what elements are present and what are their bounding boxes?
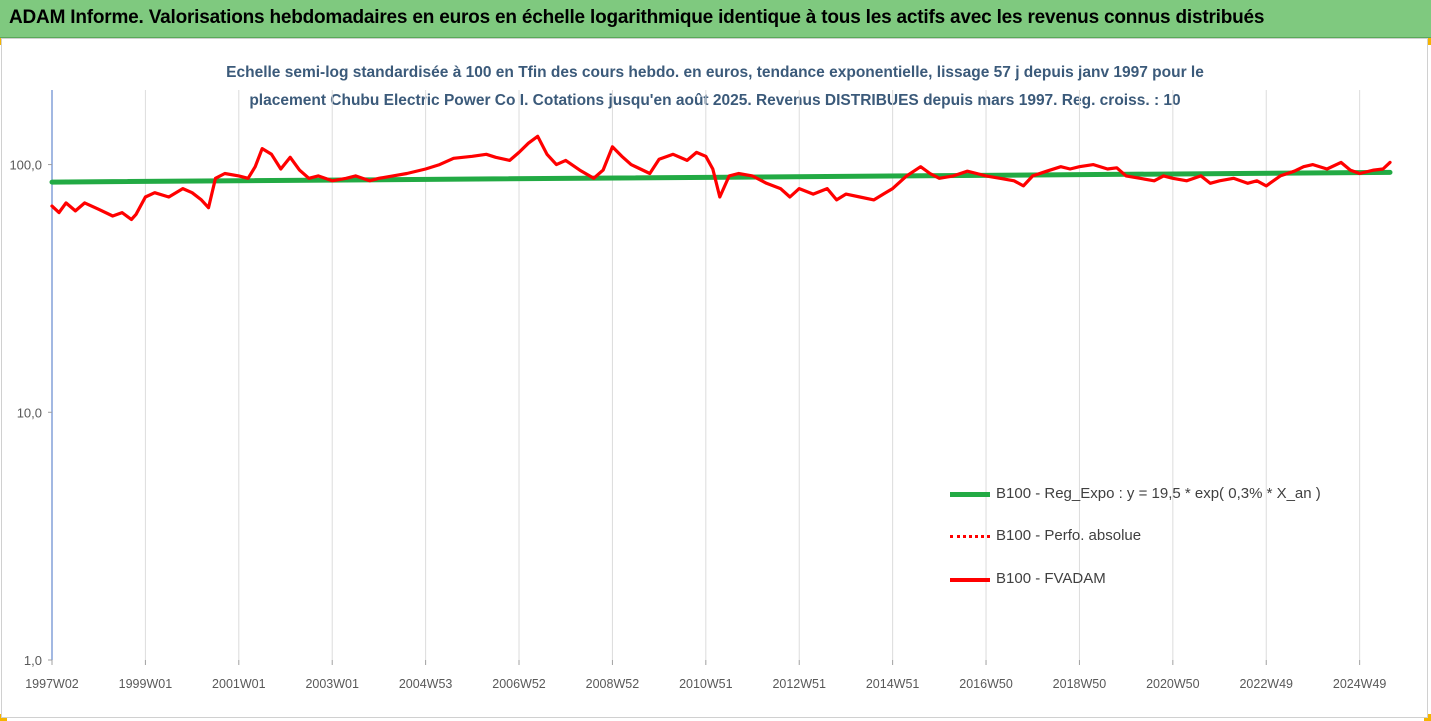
y-tick-label: 1,0 xyxy=(24,653,42,668)
x-tick-label: 2006W52 xyxy=(492,677,546,691)
x-tick-label: 2014W51 xyxy=(866,677,920,691)
x-tick-label: 2004W53 xyxy=(399,677,453,691)
x-tick-label: 2003W01 xyxy=(305,677,359,691)
chart-title-line-2: placement Chubu Electric Power Co I. Cot… xyxy=(249,92,1181,109)
x-tick-label: 2020W50 xyxy=(1146,677,1200,691)
legend-swatch-fvadam xyxy=(950,578,990,582)
legend-label-fvadam: B100 - FVADAM xyxy=(996,570,1106,587)
chart-title-line-1: Echelle semi-log standardisée à 100 en T… xyxy=(226,64,1204,81)
x-tick-label: 2008W52 xyxy=(586,677,640,691)
x-tick-label: 1999W01 xyxy=(119,677,173,691)
x-tick-label: 2012W51 xyxy=(772,677,826,691)
y-tick-label: 10,0 xyxy=(17,405,42,420)
y-tick-label: 100,0 xyxy=(9,158,42,173)
x-tick-label: 2001W01 xyxy=(212,677,266,691)
x-tick-label: 2022W49 xyxy=(1239,677,1293,691)
x-tick-label: 2016W50 xyxy=(959,677,1013,691)
x-tick-label: 2018W50 xyxy=(1053,677,1107,691)
legend-label-regression: B100 - Reg_Expo : y = 19,5 * exp( 0,3% *… xyxy=(996,485,1321,502)
series-line-0 xyxy=(49,169,1393,185)
x-tick-label: 2010W51 xyxy=(679,677,733,691)
x-tick-label: 1997W02 xyxy=(25,677,79,691)
banner-title: ADAM Informe. Valorisations hebdomadaire… xyxy=(9,7,1265,28)
series-line-2 xyxy=(50,134,1392,222)
legend-label-perfo-absolue: B100 - Perfo. absolue xyxy=(996,527,1142,544)
legend-swatch-perfo-absolue xyxy=(950,535,990,538)
header-banner: ADAM Informe. Valorisations hebdomadaire… xyxy=(0,0,1431,38)
x-tick-label: 2024W49 xyxy=(1333,677,1387,691)
legend-swatch-regression xyxy=(950,492,990,497)
